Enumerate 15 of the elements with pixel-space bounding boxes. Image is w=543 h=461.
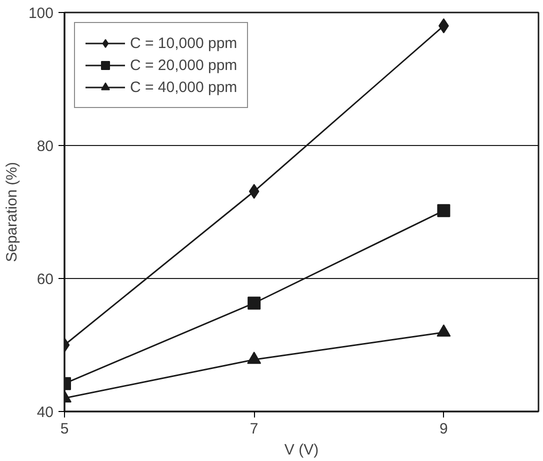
point: [248, 296, 261, 310]
legend-label: C = 10,000 ppm: [130, 34, 238, 52]
x-tick-label: 7: [250, 420, 258, 438]
y-tick-label: 80: [36, 138, 54, 155]
point: [437, 204, 450, 218]
legend-label: C = 20,000 ppm: [130, 56, 238, 74]
y-tick-label: 60: [36, 271, 54, 288]
y-axis-title: Separation (%): [3, 162, 20, 262]
y-tick-label: 40: [36, 404, 54, 421]
x-tick-label: 5: [60, 420, 69, 438]
x-axis-title: V (V): [284, 442, 319, 458]
x-tick-label: 9: [440, 420, 448, 438]
y-tick-label: 100: [28, 5, 54, 22]
point: [248, 184, 260, 199]
legend-label: C = 40,000 ppm: [130, 78, 238, 96]
